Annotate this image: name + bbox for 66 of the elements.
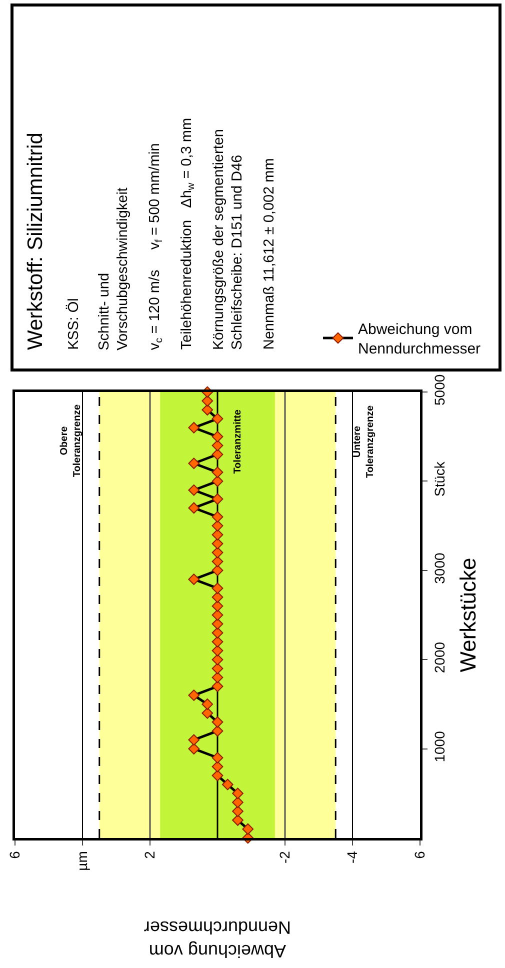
point (232, 806, 244, 817)
point (188, 422, 200, 434)
point (212, 644, 224, 656)
point (188, 734, 200, 746)
point (212, 511, 224, 523)
point (212, 591, 224, 603)
text: Nennmaß 11,612 ± 0,002 mm (262, 158, 278, 350)
point (242, 823, 254, 835)
point (212, 413, 224, 424)
x-tick-label: -2 (276, 850, 293, 864)
point (212, 716, 224, 728)
point (212, 538, 224, 550)
text: Schnitt- und Vorschubgeschwindigkeit (96, 188, 132, 350)
x-tick-label: -4 (344, 850, 360, 864)
legend-label: Abweichung vom Nenndurchmesser (358, 321, 481, 358)
point (212, 493, 224, 505)
point (232, 796, 244, 808)
point (212, 627, 224, 639)
point (202, 395, 214, 407)
point (212, 564, 224, 576)
y-tick-label: 5000 (431, 374, 448, 406)
point (212, 618, 224, 630)
point (212, 448, 224, 460)
point (212, 636, 224, 648)
point (212, 672, 224, 684)
y-tick-label: 1000 (431, 730, 448, 762)
ref-line-label: Untere Toleranzgrenze (352, 404, 376, 478)
point (212, 476, 224, 487)
point (212, 556, 224, 568)
point (212, 654, 224, 666)
y-tick-label: Stück (431, 460, 448, 497)
point (202, 707, 214, 719)
point (188, 690, 200, 701)
text: KSS: Öl (64, 298, 82, 350)
point (232, 788, 244, 800)
y-axis-title: Werkstücke (455, 558, 480, 672)
point (202, 404, 214, 416)
point (188, 458, 200, 470)
x-tick-label: 2 (142, 850, 158, 859)
point (212, 582, 224, 594)
point (202, 698, 214, 710)
text: Werkstoff: Siliziumnitrid (24, 132, 47, 350)
point (188, 574, 200, 586)
point (188, 484, 200, 496)
x-tick-label: 6 (412, 850, 428, 859)
point (212, 466, 224, 478)
point (212, 609, 224, 621)
point (212, 430, 224, 442)
point (212, 520, 224, 532)
text: Körnungsgröße der segmentierten Schleifscheibe: D151 und D46 (210, 129, 246, 350)
point (212, 760, 224, 772)
ref-line-label: Obere Toleranzgrenze (58, 404, 83, 478)
point (212, 752, 224, 764)
point (188, 502, 200, 514)
y-tick-label: 2000 (431, 642, 448, 674)
point (222, 778, 234, 790)
y-tick-label: 3000 (431, 552, 448, 584)
point (188, 743, 200, 754)
x-axis-title: Abweichung vom Nenndurchmesser (144, 918, 291, 961)
x-tick-label: 6 (6, 850, 23, 859)
x-tick-label: µm (74, 851, 90, 871)
point (212, 725, 224, 737)
point (212, 680, 224, 692)
point (212, 529, 224, 540)
point (232, 814, 244, 826)
ref-line-label: Toleranzmitte (232, 409, 244, 474)
